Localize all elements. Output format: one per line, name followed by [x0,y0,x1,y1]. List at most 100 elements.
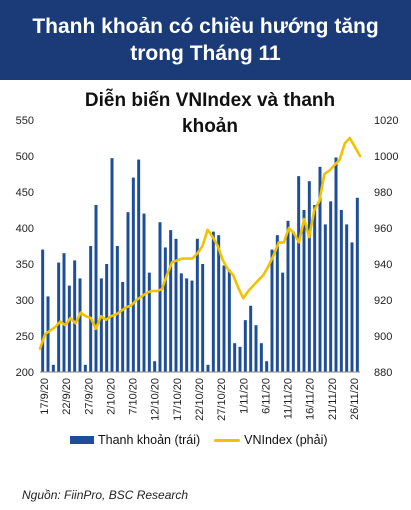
bar-liquidity [307,181,311,372]
bar-liquidity [190,280,194,372]
chart-title: Diễn biến VNIndex và thanh khoản [40,88,380,140]
bar-liquidity [259,343,263,372]
x-tick-label: 27/10/20 [216,378,228,421]
bar-liquidity [110,158,114,372]
x-tick-label: 22/10/20 [194,378,206,421]
x-tick-label: 21/11/20 [327,378,339,420]
y-left-tick-label: 200 [16,367,34,379]
bar-liquidity [222,265,226,372]
x-tick-label: 22/9/20 [61,378,73,415]
bar-liquidity [142,213,146,372]
chart-legend: Thanh khoản (trái) VNIndex (phải) [70,433,342,447]
y-right-tick-label: 920 [374,295,392,307]
legend-label-liquidity: Thanh khoản (trái) [98,433,201,447]
bar-liquidity [57,262,61,372]
header-title-line2: trong Tháng 11 [130,42,281,65]
legend-swatch-bar [70,436,94,444]
header-title-line1: Thanh khoản có chiều hướng tăng [32,15,379,38]
bar-liquidity [78,278,82,372]
y-left-tick-label: 550 [16,115,34,127]
bar-liquidity [51,364,55,372]
x-tick-label: 17/9/20 [39,378,51,415]
y-right-tick-label: 880 [374,367,392,379]
y-right-tick-label: 1020 [374,115,398,127]
bar-liquidity [94,204,98,372]
bar-liquidity [323,224,327,372]
y-right-tick-label: 900 [374,331,392,343]
bar-liquidity [233,343,237,372]
y-right-tick-label: 1000 [374,151,398,163]
bar-liquidity [67,285,71,372]
bar-liquidity [339,210,343,372]
bar-liquidity [121,282,125,372]
bar-liquidity [115,246,119,372]
bar-liquidity [254,325,258,372]
bar-liquidity [238,346,242,372]
chart-title-line1: Diễn biến VNIndex và thanh [84,90,336,111]
bar-liquidity [158,222,162,372]
x-tick-label: 1/11/20 [238,378,250,414]
bar-liquidity [169,230,173,372]
bar-liquidity [211,231,215,372]
bar-liquidity [153,361,157,372]
x-tick-label: 7/10/20 [128,378,140,415]
bar-liquidity [46,296,50,372]
bar-liquidity [286,220,290,372]
bar-liquidity [126,212,130,372]
bar-liquidity [329,201,333,372]
bar-liquidity [73,260,77,372]
bar-liquidity [275,235,279,372]
bar-liquidity [62,253,66,372]
bar-liquidity [195,238,199,372]
bar-liquidity [206,364,210,372]
y-right-tick-label: 980 [374,187,392,199]
legend-label-vnindex: VNIndex (phải) [244,433,328,447]
bar-liquidity [201,264,205,372]
bar-liquidity [89,246,93,372]
bar-liquidity [345,224,349,372]
x-tick-label: 12/10/20 [150,378,162,421]
bar-liquidity [265,361,269,372]
y-left-tick-label: 450 [16,187,34,199]
bar-liquidity [227,269,231,372]
bar-liquidity [270,249,274,372]
bar-liquidity [99,278,103,372]
y-left-tick-label: 300 [16,295,34,307]
x-tick-label: 6/11/20 [260,378,272,414]
bar-liquidity [41,249,45,372]
x-tick-label: 27/9/20 [83,378,95,415]
bar-liquidity [281,272,285,372]
header-banner: Thanh khoản có chiều hướng tăng trong Th… [0,0,411,80]
x-tick-label: 11/11/20 [283,378,295,419]
y-left-tick-label: 400 [16,223,34,235]
bar-liquidity [83,364,87,372]
vnindex-line [38,136,362,350]
y-left-tick-label: 500 [16,151,34,163]
bar-liquidity [137,159,141,372]
bar-liquidity [217,235,221,372]
bar-liquidity [302,210,306,372]
x-tick-label: 16/11/20 [305,378,317,420]
bar-liquidity [350,242,354,372]
bar-liquidity [185,278,189,372]
bar-liquidity [243,320,247,372]
y-left-tick-label: 350 [16,259,34,271]
bar-liquidity [147,272,151,372]
bar-liquidity [334,157,338,372]
y-left-tick-label: 250 [16,331,34,343]
x-tick-label: 17/10/20 [172,378,184,421]
bar-liquidity [318,166,322,372]
bar-liquidity [291,231,295,372]
x-tick-label: 2/10/20 [105,378,117,415]
x-tick-label: 26/11/20 [349,378,361,420]
chart-title-line2: khoản [182,116,238,137]
source-note: Nguồn: FiinPro, BSC Research [22,488,189,502]
bar-liquidity [249,305,253,372]
bar-liquidity [297,176,301,372]
bar-liquidity [355,197,359,372]
legend-item-vnindex: VNIndex (phải) [214,433,328,447]
bar-liquidity [131,177,135,372]
legend-swatch-line [214,438,241,442]
bar-liquidity [174,238,178,372]
combo-chart: 200 250 300 350 400 450 500 550 880 900 920 940 960 9… [16,115,399,421]
